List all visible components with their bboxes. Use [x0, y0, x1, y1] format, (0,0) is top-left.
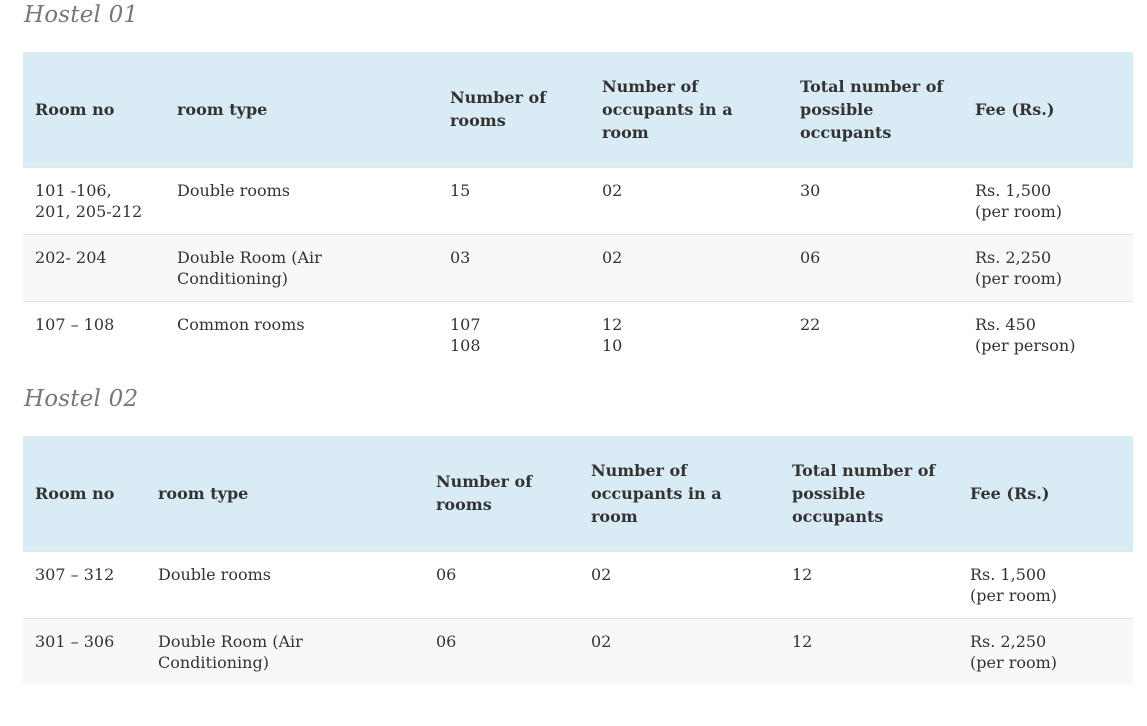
cell-occupants-per-room: 02 — [579, 617, 780, 685]
header-room-no: Room no — [23, 436, 146, 551]
cell-room-no: 107 – 108 — [23, 300, 165, 368]
cell-room-type: Double Room (Air Conditioning) — [165, 233, 438, 301]
cell-room-type: Double rooms — [165, 166, 438, 234]
table-row: 101 -106, 201, 205-212 Double rooms 15 0… — [23, 166, 1133, 234]
header-number-of-rooms: Number of rooms — [438, 52, 590, 167]
cell-room-type: Double rooms — [146, 550, 424, 618]
cell-fee: Rs. 2,250 (per room) — [958, 617, 1133, 685]
hostel-02-table: Room no room type Number of rooms Number… — [23, 436, 1133, 685]
cell-fee: Rs. 1,500 (per room) — [963, 166, 1133, 234]
cell-occupants-per-room: 02 — [579, 550, 780, 618]
cell-room-no: 202- 204 — [23, 233, 165, 301]
table-row: 307 – 312 Double rooms 06 02 12 Rs. 1,50… — [23, 550, 1133, 618]
header-total-occupants: Total number of possible occupants — [780, 436, 958, 551]
header-total-occupants: Total number of possible occupants — [788, 52, 963, 167]
cell-occupants-per-room: 02 — [590, 166, 788, 234]
cell-room-no: 301 – 306 — [23, 617, 146, 685]
cell-number-of-rooms: 107 108 — [438, 300, 590, 368]
hostel-01-title: Hostel 01 — [24, 2, 139, 28]
table-row: 107 – 108 Common rooms 107 108 12 10 22 … — [23, 300, 1133, 368]
table-row: 301 – 306 Double Room (Air Conditioning)… — [23, 617, 1133, 685]
cell-number-of-rooms: 03 — [438, 233, 590, 301]
header-fee: Fee (Rs.) — [963, 52, 1133, 167]
cell-room-no: 307 – 312 — [23, 550, 146, 618]
cell-number-of-rooms: 06 — [424, 617, 579, 685]
cell-occupants-per-room: 12 10 — [590, 300, 788, 368]
header-room-type: room type — [165, 52, 438, 167]
table-row: 202- 204 Double Room (Air Conditioning) … — [23, 233, 1133, 301]
cell-total-occupants: 22 — [788, 300, 963, 368]
cell-occupants-per-room: 02 — [590, 233, 788, 301]
table-header-row: Room no room type Number of rooms Number… — [23, 52, 1133, 167]
cell-room-no: 101 -106, 201, 205-212 — [23, 166, 165, 234]
cell-fee: Rs. 2,250 (per room) — [963, 233, 1133, 301]
cell-number-of-rooms: 15 — [438, 166, 590, 234]
cell-total-occupants: 12 — [780, 550, 958, 618]
cell-total-occupants: 30 — [788, 166, 963, 234]
cell-total-occupants: 06 — [788, 233, 963, 301]
table-header-row: Room no room type Number of rooms Number… — [23, 436, 1133, 551]
cell-fee: Rs. 1,500 (per room) — [958, 550, 1133, 618]
hostel-02-title: Hostel 02 — [24, 386, 139, 412]
cell-number-of-rooms: 06 — [424, 550, 579, 618]
header-number-of-rooms: Number of rooms — [424, 436, 579, 551]
cell-room-type: Common rooms — [165, 300, 438, 368]
cell-total-occupants: 12 — [780, 617, 958, 685]
header-room-type: room type — [146, 436, 424, 551]
header-occupants-per-room: Number of occupants in a room — [590, 52, 788, 167]
header-fee: Fee (Rs.) — [958, 436, 1133, 551]
cell-fee: Rs. 450 (per person) — [963, 300, 1133, 368]
header-room-no: Room no — [23, 52, 165, 167]
hostel-01-table: Room no room type Number of rooms Number… — [23, 52, 1133, 368]
header-occupants-per-room: Number of occupants in a room — [579, 436, 780, 551]
cell-room-type: Double Room (Air Conditioning) — [146, 617, 424, 685]
